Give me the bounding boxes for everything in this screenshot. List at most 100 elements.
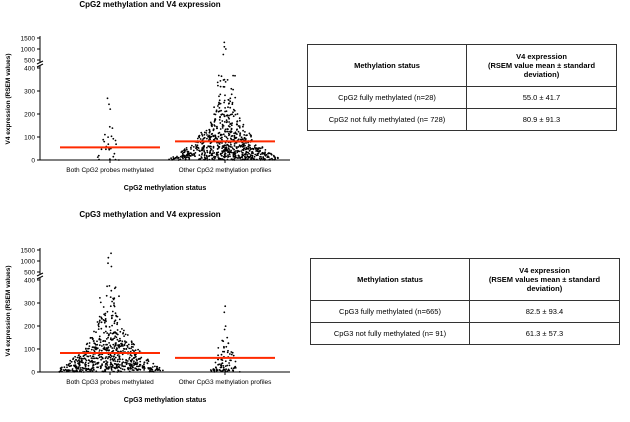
data-point xyxy=(235,146,238,148)
data-point xyxy=(226,158,229,161)
data-point xyxy=(103,331,105,334)
data-point xyxy=(238,157,240,159)
data-point xyxy=(225,144,227,147)
data-point xyxy=(221,142,223,144)
data-point xyxy=(251,147,254,150)
data-point xyxy=(199,158,202,160)
data-point xyxy=(242,125,244,128)
data-point xyxy=(203,133,206,136)
data-point xyxy=(211,152,214,155)
data-point xyxy=(124,365,126,368)
data-point xyxy=(220,366,223,369)
data-point xyxy=(230,143,232,146)
data-point xyxy=(230,87,233,90)
data-point xyxy=(216,127,218,130)
data-point xyxy=(206,157,209,160)
data-point xyxy=(112,349,115,352)
data-point xyxy=(95,331,97,334)
data-point xyxy=(247,156,250,159)
data-point xyxy=(251,156,254,159)
data-point xyxy=(112,332,115,335)
data-point xyxy=(224,370,227,372)
data-point xyxy=(102,361,105,363)
data-point xyxy=(267,156,270,159)
data-point xyxy=(151,366,154,368)
data-point xyxy=(236,151,239,154)
data-point xyxy=(210,124,213,127)
data-point xyxy=(93,357,96,360)
data-point xyxy=(113,337,116,339)
data-point xyxy=(139,357,142,360)
data-point xyxy=(226,351,229,354)
data-point xyxy=(112,359,115,362)
data-point xyxy=(83,357,86,360)
data-point xyxy=(139,360,142,363)
data-point xyxy=(228,134,230,137)
data-point xyxy=(266,156,269,159)
data-point xyxy=(114,286,117,289)
data-point xyxy=(224,135,226,137)
data-point xyxy=(217,157,220,160)
data-point xyxy=(76,367,79,370)
data-point xyxy=(218,110,221,112)
data-point xyxy=(93,346,95,349)
data-point xyxy=(92,355,95,358)
data-point xyxy=(126,367,129,370)
data-point xyxy=(245,138,247,140)
y-tick-label: 300 xyxy=(24,89,35,96)
data-point xyxy=(101,345,103,347)
data-point xyxy=(102,343,105,346)
data-point xyxy=(229,353,231,355)
y-tick-label: 500 xyxy=(24,270,35,277)
data-point xyxy=(227,154,229,157)
data-point xyxy=(104,312,107,315)
data-point xyxy=(233,159,236,161)
y-axis-label: V4 expression (RSEM values) xyxy=(5,265,12,356)
data-point xyxy=(183,151,186,154)
data-point xyxy=(233,132,236,135)
data-point xyxy=(92,340,95,342)
data-point xyxy=(214,155,217,158)
data-point xyxy=(102,340,105,342)
data-point xyxy=(119,337,121,340)
y-tick-label: 400 xyxy=(24,278,35,285)
data-point xyxy=(223,350,226,353)
data-point xyxy=(210,122,213,125)
data-point xyxy=(98,349,101,351)
data-point xyxy=(230,351,233,353)
data-point xyxy=(117,340,120,343)
data-point xyxy=(155,368,158,371)
data-point xyxy=(108,103,110,106)
data-point xyxy=(192,149,195,152)
data-point xyxy=(240,159,242,161)
data-point xyxy=(259,153,262,156)
data-point xyxy=(246,155,249,158)
data-point xyxy=(108,366,111,368)
data-point xyxy=(240,138,243,141)
data-point xyxy=(87,367,90,370)
data-point xyxy=(82,355,85,358)
data-point xyxy=(256,153,259,155)
data-point xyxy=(100,148,103,151)
data-point xyxy=(112,137,115,140)
data-point xyxy=(126,360,129,362)
data-point xyxy=(145,359,148,362)
data-point xyxy=(194,155,196,158)
data-point xyxy=(224,94,226,97)
data-point xyxy=(116,338,119,341)
data-point xyxy=(113,370,115,373)
data-point xyxy=(234,360,237,363)
data-point xyxy=(226,137,229,140)
data-point xyxy=(223,113,225,116)
data-point xyxy=(97,324,100,326)
data-point xyxy=(138,350,141,352)
data-point xyxy=(121,343,124,346)
y-tick-label: 400 xyxy=(24,66,35,73)
data-point xyxy=(227,349,229,352)
data-point xyxy=(106,332,109,334)
data-point xyxy=(103,313,105,316)
data-point xyxy=(239,157,242,160)
data-point xyxy=(261,146,264,149)
data-point xyxy=(270,153,273,156)
data-point xyxy=(105,338,108,340)
